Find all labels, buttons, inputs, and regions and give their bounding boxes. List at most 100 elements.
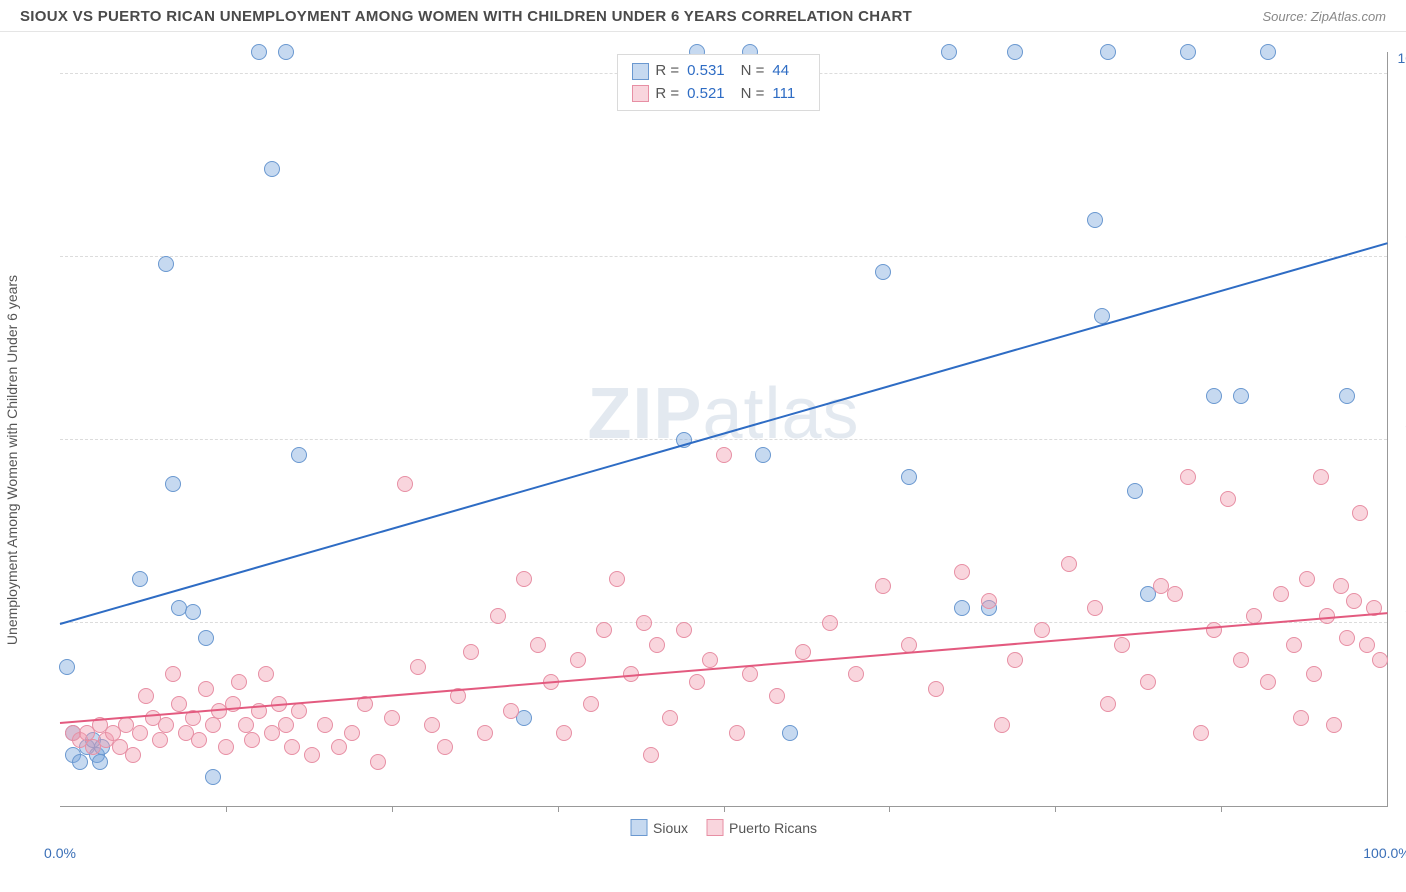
- watermark-light: atlas: [702, 374, 859, 454]
- scatter-point: [152, 732, 168, 748]
- scatter-point: [742, 666, 758, 682]
- scatter-point: [1359, 637, 1375, 653]
- scatter-point: [171, 696, 187, 712]
- scatter-point: [875, 578, 891, 594]
- scatter-point: [662, 710, 678, 726]
- scatter-point: [370, 754, 386, 770]
- trend-line: [60, 242, 1388, 625]
- scatter-point: [583, 696, 599, 712]
- x-tick-label: 100.0%: [1363, 845, 1406, 861]
- scatter-point: [158, 256, 174, 272]
- legend-bottom: Sioux Puerto Ricans: [630, 819, 817, 836]
- scatter-point: [649, 637, 665, 653]
- scatter-point: [238, 717, 254, 733]
- scatter-point: [198, 630, 214, 646]
- scatter-point: [317, 717, 333, 733]
- legend-swatch: [630, 819, 647, 836]
- y-tick-label: 100.0%: [1398, 50, 1406, 66]
- x-tick: [558, 806, 559, 812]
- legend-box-top: R =0.531N =44R =0.521N =111: [617, 54, 820, 111]
- scatter-point: [1286, 637, 1302, 653]
- scatter-point: [1326, 717, 1342, 733]
- scatter-point: [1372, 652, 1388, 668]
- legend-n-label: N =: [741, 60, 765, 83]
- legend-n-value: 111: [772, 83, 795, 106]
- chart-title: SIOUX VS PUERTO RICAN UNEMPLOYMENT AMONG…: [20, 8, 912, 25]
- gridline: [60, 256, 1387, 257]
- gridline: [60, 622, 1387, 623]
- scatter-point: [132, 725, 148, 741]
- scatter-point: [264, 161, 280, 177]
- scatter-point: [1346, 593, 1362, 609]
- legend-bottom-item: Sioux: [630, 819, 688, 836]
- scatter-point: [1306, 666, 1322, 682]
- scatter-point: [941, 44, 957, 60]
- scatter-point: [1193, 725, 1209, 741]
- scatter-point: [1094, 308, 1110, 324]
- x-tick: [724, 806, 725, 812]
- scatter-point: [729, 725, 745, 741]
- scatter-point: [755, 447, 771, 463]
- scatter-point: [1180, 469, 1196, 485]
- scatter-point: [344, 725, 360, 741]
- scatter-point: [165, 476, 181, 492]
- scatter-point: [1293, 710, 1309, 726]
- scatter-point: [676, 622, 692, 638]
- scatter-point: [284, 739, 300, 755]
- x-tick: [226, 806, 227, 812]
- scatter-point: [205, 769, 221, 785]
- scatter-point: [1007, 652, 1023, 668]
- legend-swatch: [706, 819, 723, 836]
- scatter-point: [1246, 608, 1262, 624]
- scatter-point: [191, 732, 207, 748]
- scatter-point: [1061, 556, 1077, 572]
- scatter-point: [716, 447, 732, 463]
- plot-wrapper: Unemployment Among Women with Children U…: [0, 32, 1406, 872]
- scatter-point: [516, 571, 532, 587]
- legend-r-value: 0.531: [687, 60, 725, 83]
- legend-r-value: 0.521: [687, 83, 725, 106]
- legend-n-value: 44: [772, 60, 789, 83]
- scatter-point: [278, 44, 294, 60]
- scatter-point: [1260, 44, 1276, 60]
- scatter-point: [205, 717, 221, 733]
- legend-row: R =0.531N =44: [632, 60, 805, 83]
- scatter-point: [477, 725, 493, 741]
- chart-header: SIOUX VS PUERTO RICAN UNEMPLOYMENT AMONG…: [0, 0, 1406, 32]
- gridline: [60, 439, 1387, 440]
- scatter-point: [1206, 622, 1222, 638]
- scatter-point: [291, 447, 307, 463]
- scatter-point: [782, 725, 798, 741]
- scatter-point: [643, 747, 659, 763]
- scatter-point: [258, 666, 274, 682]
- scatter-point: [1007, 44, 1023, 60]
- scatter-point: [556, 725, 572, 741]
- scatter-point: [1127, 483, 1143, 499]
- scatter-point: [463, 644, 479, 660]
- legend-series-label: Puerto Ricans: [729, 820, 817, 836]
- scatter-point: [384, 710, 400, 726]
- x-tick: [1221, 806, 1222, 812]
- scatter-point: [1140, 674, 1156, 690]
- scatter-point: [437, 739, 453, 755]
- scatter-point: [331, 739, 347, 755]
- scatter-point: [636, 615, 652, 631]
- scatter-point: [185, 604, 201, 620]
- x-tick: [889, 806, 890, 812]
- scatter-point: [278, 717, 294, 733]
- legend-bottom-item: Puerto Ricans: [706, 819, 817, 836]
- scatter-point: [1167, 586, 1183, 602]
- scatter-point: [291, 703, 307, 719]
- legend-n-label: N =: [741, 83, 765, 106]
- legend-r-label: R =: [655, 83, 679, 106]
- scatter-point: [231, 674, 247, 690]
- scatter-point: [609, 571, 625, 587]
- x-tick-label: 0.0%: [44, 845, 76, 861]
- scatter-point: [397, 476, 413, 492]
- scatter-point: [530, 637, 546, 653]
- scatter-point: [92, 754, 108, 770]
- scatter-point: [1333, 578, 1349, 594]
- scatter-point: [596, 622, 612, 638]
- scatter-point: [72, 754, 88, 770]
- scatter-point: [410, 659, 426, 675]
